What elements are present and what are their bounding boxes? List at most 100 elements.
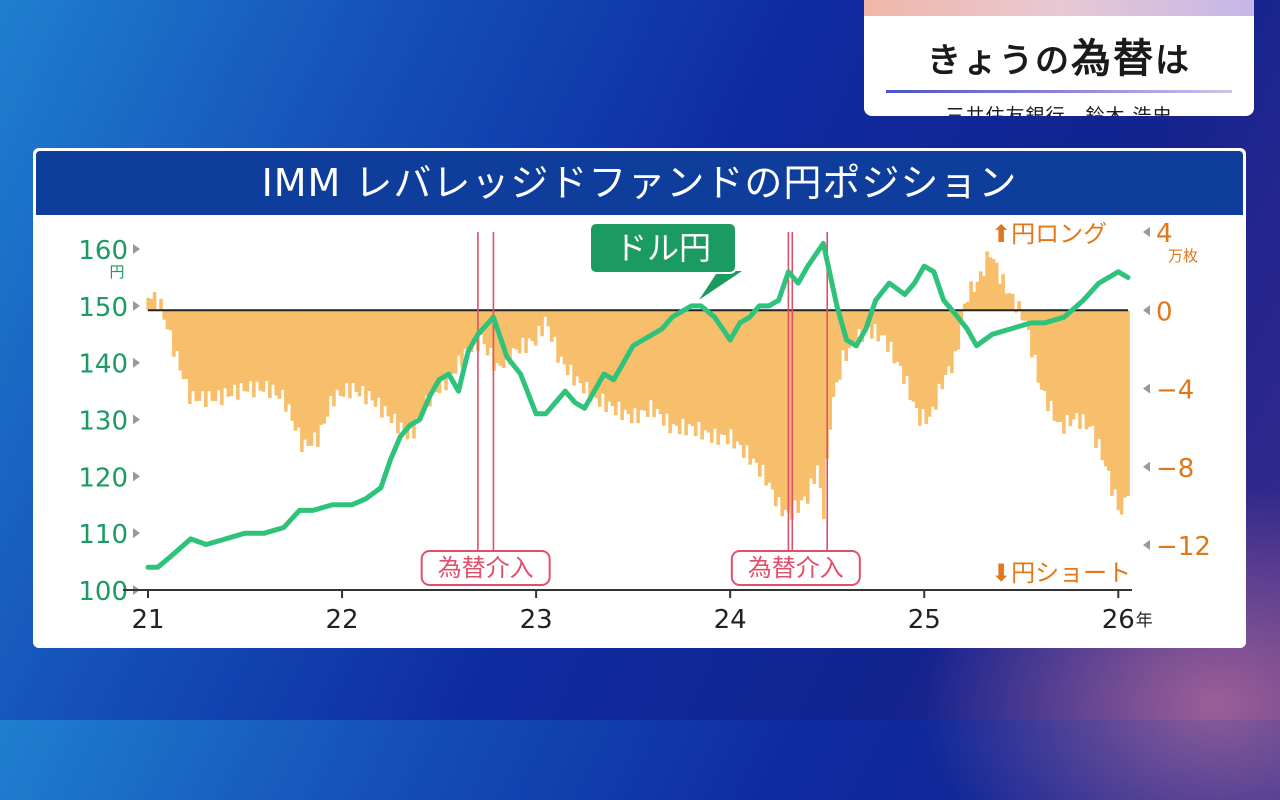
position-bar <box>380 310 384 417</box>
position-bar <box>678 310 682 434</box>
position-bar <box>822 310 826 519</box>
position-bar <box>524 310 528 353</box>
position-bar <box>1117 310 1121 510</box>
position-bar <box>569 310 573 364</box>
position-bar <box>649 310 653 400</box>
position-bar <box>896 310 900 362</box>
position-bar <box>931 310 935 406</box>
position-bar <box>710 310 714 443</box>
position-bar <box>169 310 173 330</box>
position-bar <box>281 310 285 390</box>
position-bar <box>656 310 660 409</box>
position-bar <box>246 310 250 391</box>
left-axis-tick-label: 160 <box>78 236 128 266</box>
position-bar <box>784 310 788 510</box>
position-bar <box>1088 310 1092 427</box>
right-axis-tick-label: 0 <box>1156 297 1173 327</box>
position-bar <box>278 310 282 399</box>
position-bar <box>1097 310 1101 439</box>
position-bar <box>367 310 371 391</box>
position-bar <box>636 310 640 423</box>
right-axis-tick-marker <box>1143 305 1150 315</box>
intervention-label: 為替介入 <box>438 554 534 582</box>
position-bar <box>540 310 544 336</box>
right-axis-unit: 万枚 <box>1168 247 1198 265</box>
position-bar <box>463 310 467 349</box>
position-bar <box>976 282 980 311</box>
position-bar <box>233 310 237 385</box>
position-bar <box>633 310 637 408</box>
position-bar <box>342 310 346 396</box>
position-bar <box>406 310 410 439</box>
position-bar <box>390 310 394 423</box>
position-bar <box>857 310 861 329</box>
position-bar <box>1107 310 1111 471</box>
position-bar <box>672 310 676 424</box>
position-bar <box>185 310 189 379</box>
x-axis-tick-label: 26 <box>1102 605 1135 635</box>
position-bar <box>258 310 262 390</box>
position-bar <box>249 310 253 381</box>
left-axis-tick-label: 100 <box>78 577 128 607</box>
position-bar <box>226 310 230 396</box>
position-bar <box>1030 310 1034 357</box>
position-bar <box>271 310 275 384</box>
position-bar <box>527 310 531 338</box>
position-bar <box>1110 310 1114 496</box>
position-bar <box>563 310 567 364</box>
position-bar <box>668 310 672 433</box>
position-bar <box>204 310 208 407</box>
position-bar <box>191 310 195 391</box>
position-bar <box>178 310 182 370</box>
position-bar <box>306 310 310 446</box>
position-bar <box>912 310 916 401</box>
position-bar <box>652 310 656 417</box>
position-bar <box>345 310 349 383</box>
position-bar <box>640 310 644 410</box>
position-bar <box>419 310 423 417</box>
position-bar <box>579 310 583 383</box>
position-bar <box>940 310 944 389</box>
position-bar <box>355 310 359 392</box>
position-bar <box>992 259 996 310</box>
program-title-emphasis: 為替 <box>1071 36 1155 82</box>
position-bar <box>467 310 471 349</box>
position-bar <box>454 310 458 373</box>
position-bar <box>1072 310 1076 419</box>
position-bar <box>198 310 202 401</box>
position-bar <box>319 310 323 425</box>
position-bar <box>886 310 890 352</box>
program-title-suffix: は <box>1155 41 1191 81</box>
position-bar <box>713 310 717 428</box>
x-axis-tick-label: 25 <box>908 605 941 635</box>
position-bar <box>1126 310 1130 496</box>
position-bar <box>796 310 800 513</box>
position-bar <box>556 310 560 363</box>
position-bar <box>966 302 970 310</box>
position-bar <box>451 310 455 374</box>
position-bar <box>210 310 214 401</box>
position-bar <box>937 310 941 384</box>
position-bar <box>1123 310 1127 497</box>
position-bar <box>761 310 765 465</box>
position-bar <box>332 310 336 406</box>
position-bar <box>752 310 756 458</box>
position-bar <box>803 310 807 496</box>
position-bar <box>297 310 301 427</box>
position-bar <box>252 310 256 397</box>
position-bar <box>220 310 224 405</box>
position-bar <box>457 310 461 355</box>
position-bar <box>809 310 813 478</box>
yen-short-label: ⬇円ショート <box>991 559 1131 587</box>
position-bar <box>175 310 179 351</box>
position-bar <box>716 310 720 445</box>
position-bar <box>537 310 541 326</box>
title-divider <box>886 90 1232 93</box>
position-bar <box>316 310 320 447</box>
position-bar <box>675 310 679 426</box>
position-bar <box>950 310 954 373</box>
position-bar <box>774 310 778 506</box>
position-bar <box>707 310 711 432</box>
program-title-card: きょうの為替は 三井住友銀行 鈴木 浩史 <box>864 0 1254 116</box>
position-bar <box>505 310 509 351</box>
